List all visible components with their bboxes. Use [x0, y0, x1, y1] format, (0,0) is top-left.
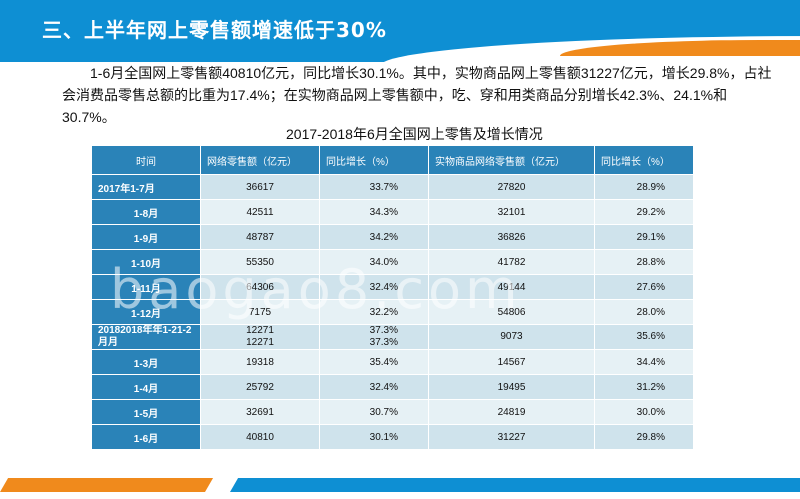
cell-physical-growth: 30.0% [594, 399, 694, 425]
cell-period: 1-10月 [91, 249, 201, 275]
cell-online: 19318 [200, 349, 320, 375]
cell-online: 12271 12271 [200, 324, 320, 350]
cell-period: 1-11月 [91, 274, 201, 300]
cell-physical-growth: 35.6% [594, 324, 694, 350]
cell-period: 20182018年年1-21-2月月 [91, 324, 201, 350]
table-row: 1-11月 64306 32.4% 49144 27.6% [91, 274, 694, 300]
column-header: 时间 [91, 145, 201, 175]
cell-online-growth: 30.1% [319, 424, 429, 450]
footer-blue-stripe [230, 478, 800, 492]
cell-online: 40810 [200, 424, 320, 450]
table-row: 1-8月 42511 34.3% 32101 29.2% [91, 199, 694, 225]
cell-physical-growth: 29.1% [594, 224, 694, 250]
cell-physical-growth: 29.2% [594, 199, 694, 225]
cell-physical: 36826 [428, 224, 595, 250]
cell-online-growth: 32.4% [319, 274, 429, 300]
cell-online-growth: 37.3% 37.3% [319, 324, 429, 350]
table-row: 2017年1-7月 36617 33.7% 27820 28.9% [91, 174, 694, 200]
cell-physical-growth: 31.2% [594, 374, 694, 400]
cell-online-growth: 34.2% [319, 224, 429, 250]
column-header: 实物商品网络零售额（亿元） [428, 145, 595, 175]
cell-physical: 24819 [428, 399, 595, 425]
cell-period: 1-9月 [91, 224, 201, 250]
cell-online: 32691 [200, 399, 320, 425]
table-row: 1-4月 25792 32.4% 19495 31.2% [91, 374, 694, 400]
cell-online-growth: 34.3% [319, 199, 429, 225]
cell-period: 1-12月 [91, 299, 201, 325]
cell-period: 1-6月 [91, 424, 201, 450]
cell-physical: 27820 [428, 174, 595, 200]
cell-physical-growth: 28.0% [594, 299, 694, 325]
table-row: 1-6月 40810 30.1% 31227 29.8% [91, 424, 694, 450]
cell-physical: 19495 [428, 374, 595, 400]
cell-online: 42511 [200, 199, 320, 225]
cell-online: 48787 [200, 224, 320, 250]
cell-period: 1-8月 [91, 199, 201, 225]
intro-paragraph: 1-6月全国网上零售额40810亿元，同比增长30.1%。其中，实物商品网上零售… [62, 65, 772, 125]
cell-physical: 31227 [428, 424, 595, 450]
cell-online: 25792 [200, 374, 320, 400]
table-row: 1-10月 55350 34.0% 41782 28.8% [91, 249, 694, 275]
cell-online: 7175 [200, 299, 320, 325]
cell-online: 55350 [200, 249, 320, 275]
cell-physical-growth: 34.4% [594, 349, 694, 375]
cell-online-growth: 33.7% [319, 174, 429, 200]
column-header: 网络零售额（亿元） [200, 145, 320, 175]
table-title: 2017-2018年6月全国网上零售及增长情况 [286, 126, 543, 142]
cell-physical: 32101 [428, 199, 595, 225]
cell-online-growth: 34.0% [319, 249, 429, 275]
cell-period: 1-5月 [91, 399, 201, 425]
cell-physical: 49144 [428, 274, 595, 300]
table-row: 20182018年年1-21-2月月 12271 12271 37.3% 37.3% 90… [91, 324, 694, 350]
header-orange-stripe [560, 40, 800, 56]
cell-physical: 54806 [428, 299, 595, 325]
cell-physical-growth: 29.8% [594, 424, 694, 450]
cell-period: 1-3月 [91, 349, 201, 375]
cell-online-growth: 32.4% [319, 374, 429, 400]
cell-period: 2017年1-7月 [91, 174, 201, 200]
cell-physical-growth: 27.6% [594, 274, 694, 300]
table-body: 2017年1-7月 36617 33.7% 27820 28.9% 1-8月 42511 34… [91, 174, 694, 450]
cell-physical-growth: 28.9% [594, 174, 694, 200]
cell-online-growth: 30.7% [319, 399, 429, 425]
table-row: 1-9月 48787 34.2% 36826 29.1% [91, 224, 694, 250]
intro-text: 1-6月全国网上零售额40810亿元，同比增长30.1%。其中，实物商品网上零售… [62, 62, 774, 128]
cell-physical: 41782 [428, 249, 595, 275]
cell-physical-growth: 28.8% [594, 249, 694, 275]
sales-table: 时间 网络零售额（亿元） 同比增长（%） 实物商品网络零售额（亿元） 同比增长（… [91, 145, 694, 450]
cell-physical: 14567 [428, 349, 595, 375]
cell-online-growth: 32.2% [319, 299, 429, 325]
table-row: 1-12月 7175 32.2% 54806 28.0% [91, 299, 694, 325]
page-title: 三、上半年网上零售额增速低于30% [42, 18, 387, 42]
cell-physical: 9073 [428, 324, 595, 350]
cell-online-growth: 35.4% [319, 349, 429, 375]
cell-period: 1-4月 [91, 374, 201, 400]
footer-orange-stripe [0, 478, 214, 492]
table-row: 1-3月 19318 35.4% 14567 34.4% [91, 349, 694, 375]
table-header-row: 时间 网络零售额（亿元） 同比增长（%） 实物商品网络零售额（亿元） 同比增长（… [91, 145, 694, 175]
column-header: 同比增长（%） [594, 145, 694, 175]
cell-online: 36617 [200, 174, 320, 200]
column-header: 同比增长（%） [319, 145, 429, 175]
table-row: 1-5月 32691 30.7% 24819 30.0% [91, 399, 694, 425]
cell-online: 64306 [200, 274, 320, 300]
